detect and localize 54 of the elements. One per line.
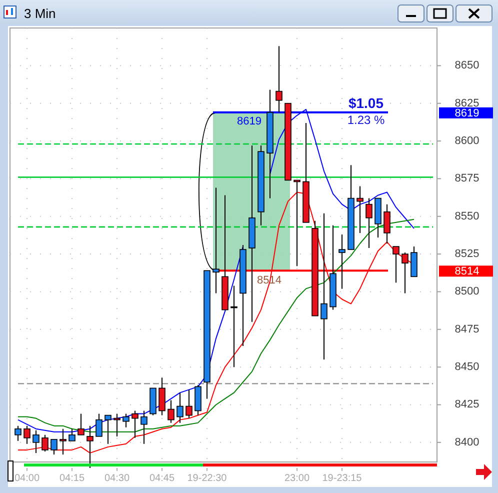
- candlestick: [50, 438, 58, 455]
- candlestick: [14, 425, 22, 442]
- y-tick-label: 8450: [454, 361, 480, 374]
- text: 8514: [454, 266, 480, 278]
- x-tick-label: 04:45: [149, 473, 175, 484]
- x-tick-label: 19-22:30: [187, 473, 228, 484]
- candlestick: [366, 198, 372, 249]
- candlestick: [24, 425, 30, 444]
- candlestick: [60, 428, 66, 455]
- annotation: 1.23 %: [347, 113, 386, 127]
- candlestick: [122, 413, 130, 428]
- x-tick-label: 19-23:15: [322, 473, 362, 484]
- candlestick: [212, 187, 220, 294]
- y-tick-label: 8475: [454, 323, 480, 336]
- ref-line-label: 8619: [237, 115, 262, 128]
- candlestick: [104, 414, 112, 444]
- candlestick: [114, 413, 120, 437]
- candlestick: [294, 180, 300, 267]
- candlestick: [392, 246, 400, 284]
- y-tick-label: 8425: [454, 398, 480, 411]
- y-tick-label: 8575: [454, 172, 480, 185]
- y-tick-label: 8625: [454, 97, 480, 110]
- candlestick: [384, 204, 390, 244]
- candlestick: [320, 212, 328, 360]
- candlestick: [276, 46, 282, 113]
- candlestick: [230, 285, 238, 368]
- x-tick-label: 04:15: [59, 473, 85, 484]
- candlestick: [68, 428, 76, 442]
- candlestick: [356, 186, 364, 234]
- candlestick: [186, 389, 192, 419]
- candlestick: [86, 425, 94, 469]
- y-tick-label: 8500: [454, 286, 480, 298]
- candlestick: [176, 392, 184, 424]
- candlestick: [42, 434, 48, 452]
- candlestick: [402, 252, 408, 294]
- candlestick: [338, 234, 346, 290]
- y-tick-label: 8400: [454, 436, 480, 448]
- candlestick: [96, 413, 102, 437]
- x-tick-label: 04:30: [104, 473, 130, 484]
- x-tick-label: 23:00: [284, 473, 310, 484]
- annotation: $1.05: [348, 95, 384, 111]
- y-tick-label: 8650: [454, 60, 480, 72]
- candlestick: [32, 430, 40, 454]
- x-tick-label: 04:00: [14, 473, 40, 484]
- y-tick-label: 8525: [454, 248, 480, 260]
- candlestick: [140, 410, 148, 444]
- y-tick-label: 8600: [454, 135, 480, 148]
- candlestick: [168, 400, 174, 424]
- candlestick: [78, 413, 84, 436]
- text: 8619: [454, 107, 480, 120]
- y-tick-label: 8550: [454, 210, 480, 222]
- candlestick: [132, 410, 138, 438]
- chart-title: 3 Min: [24, 6, 56, 21]
- candlestick: [158, 377, 166, 416]
